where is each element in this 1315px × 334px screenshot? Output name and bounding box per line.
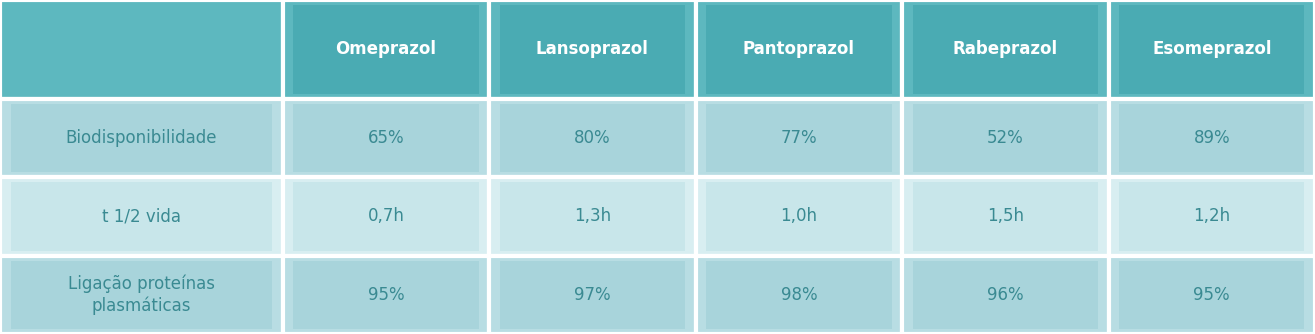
Bar [0,177,283,256]
Text: 1,5h: 1,5h [986,207,1024,225]
Bar [283,0,489,99]
Bar [283,177,489,256]
Bar [696,256,902,334]
Bar [500,104,685,172]
Bar [706,104,892,172]
Text: Omeprazol: Omeprazol [335,40,437,58]
Text: t 1/2 vida: t 1/2 vida [101,207,181,225]
Text: Ligação proteínas
plasmáticas: Ligação proteínas plasmáticas [68,275,214,315]
Bar [913,182,1098,250]
Text: 52%: 52% [988,129,1023,147]
Text: Biodisponibilidade: Biodisponibilidade [66,129,217,147]
Text: Esomeprazol: Esomeprazol [1152,40,1272,58]
Bar [293,104,479,172]
Text: 1,2h: 1,2h [1193,207,1231,225]
Text: 77%: 77% [781,129,817,147]
Bar [706,261,892,329]
Bar [293,5,479,94]
Text: 0,7h: 0,7h [367,207,405,225]
Text: Lansoprazol: Lansoprazol [537,40,648,58]
Bar [293,261,479,329]
Bar [1119,104,1304,172]
Bar [1119,182,1304,250]
Bar [489,0,696,99]
Text: 97%: 97% [575,286,610,304]
Bar [0,256,283,334]
Bar [500,5,685,94]
Bar [913,261,1098,329]
Bar [696,99,902,177]
Text: Pantoprazol: Pantoprazol [743,40,855,58]
Bar [902,256,1109,334]
Text: 95%: 95% [368,286,404,304]
Bar [500,182,685,250]
Text: 1,3h: 1,3h [573,207,611,225]
Bar [902,177,1109,256]
Bar [283,99,489,177]
Bar [283,256,489,334]
Bar [11,182,272,250]
Bar [913,104,1098,172]
Bar [11,261,272,329]
Bar [1109,256,1315,334]
Bar [500,261,685,329]
Bar [1119,5,1304,94]
Bar [489,99,696,177]
Bar [489,177,696,256]
Text: Rabeprazol: Rabeprazol [953,40,1057,58]
Text: 98%: 98% [781,286,817,304]
Text: 65%: 65% [368,129,404,147]
Bar [902,99,1109,177]
Text: 1,0h: 1,0h [780,207,818,225]
Text: 89%: 89% [1194,129,1230,147]
Bar [489,256,696,334]
Bar [902,0,1109,99]
Bar [0,99,283,177]
Bar [696,0,902,99]
Bar [696,177,902,256]
Bar [11,104,272,172]
Bar [1109,177,1315,256]
Bar [1109,99,1315,177]
Bar [706,5,892,94]
Bar [1109,0,1315,99]
Text: 95%: 95% [1194,286,1230,304]
Text: 80%: 80% [575,129,610,147]
Bar [293,182,479,250]
Bar [1119,261,1304,329]
Bar [0,0,283,99]
Bar [706,182,892,250]
Bar [913,5,1098,94]
Text: 96%: 96% [988,286,1023,304]
